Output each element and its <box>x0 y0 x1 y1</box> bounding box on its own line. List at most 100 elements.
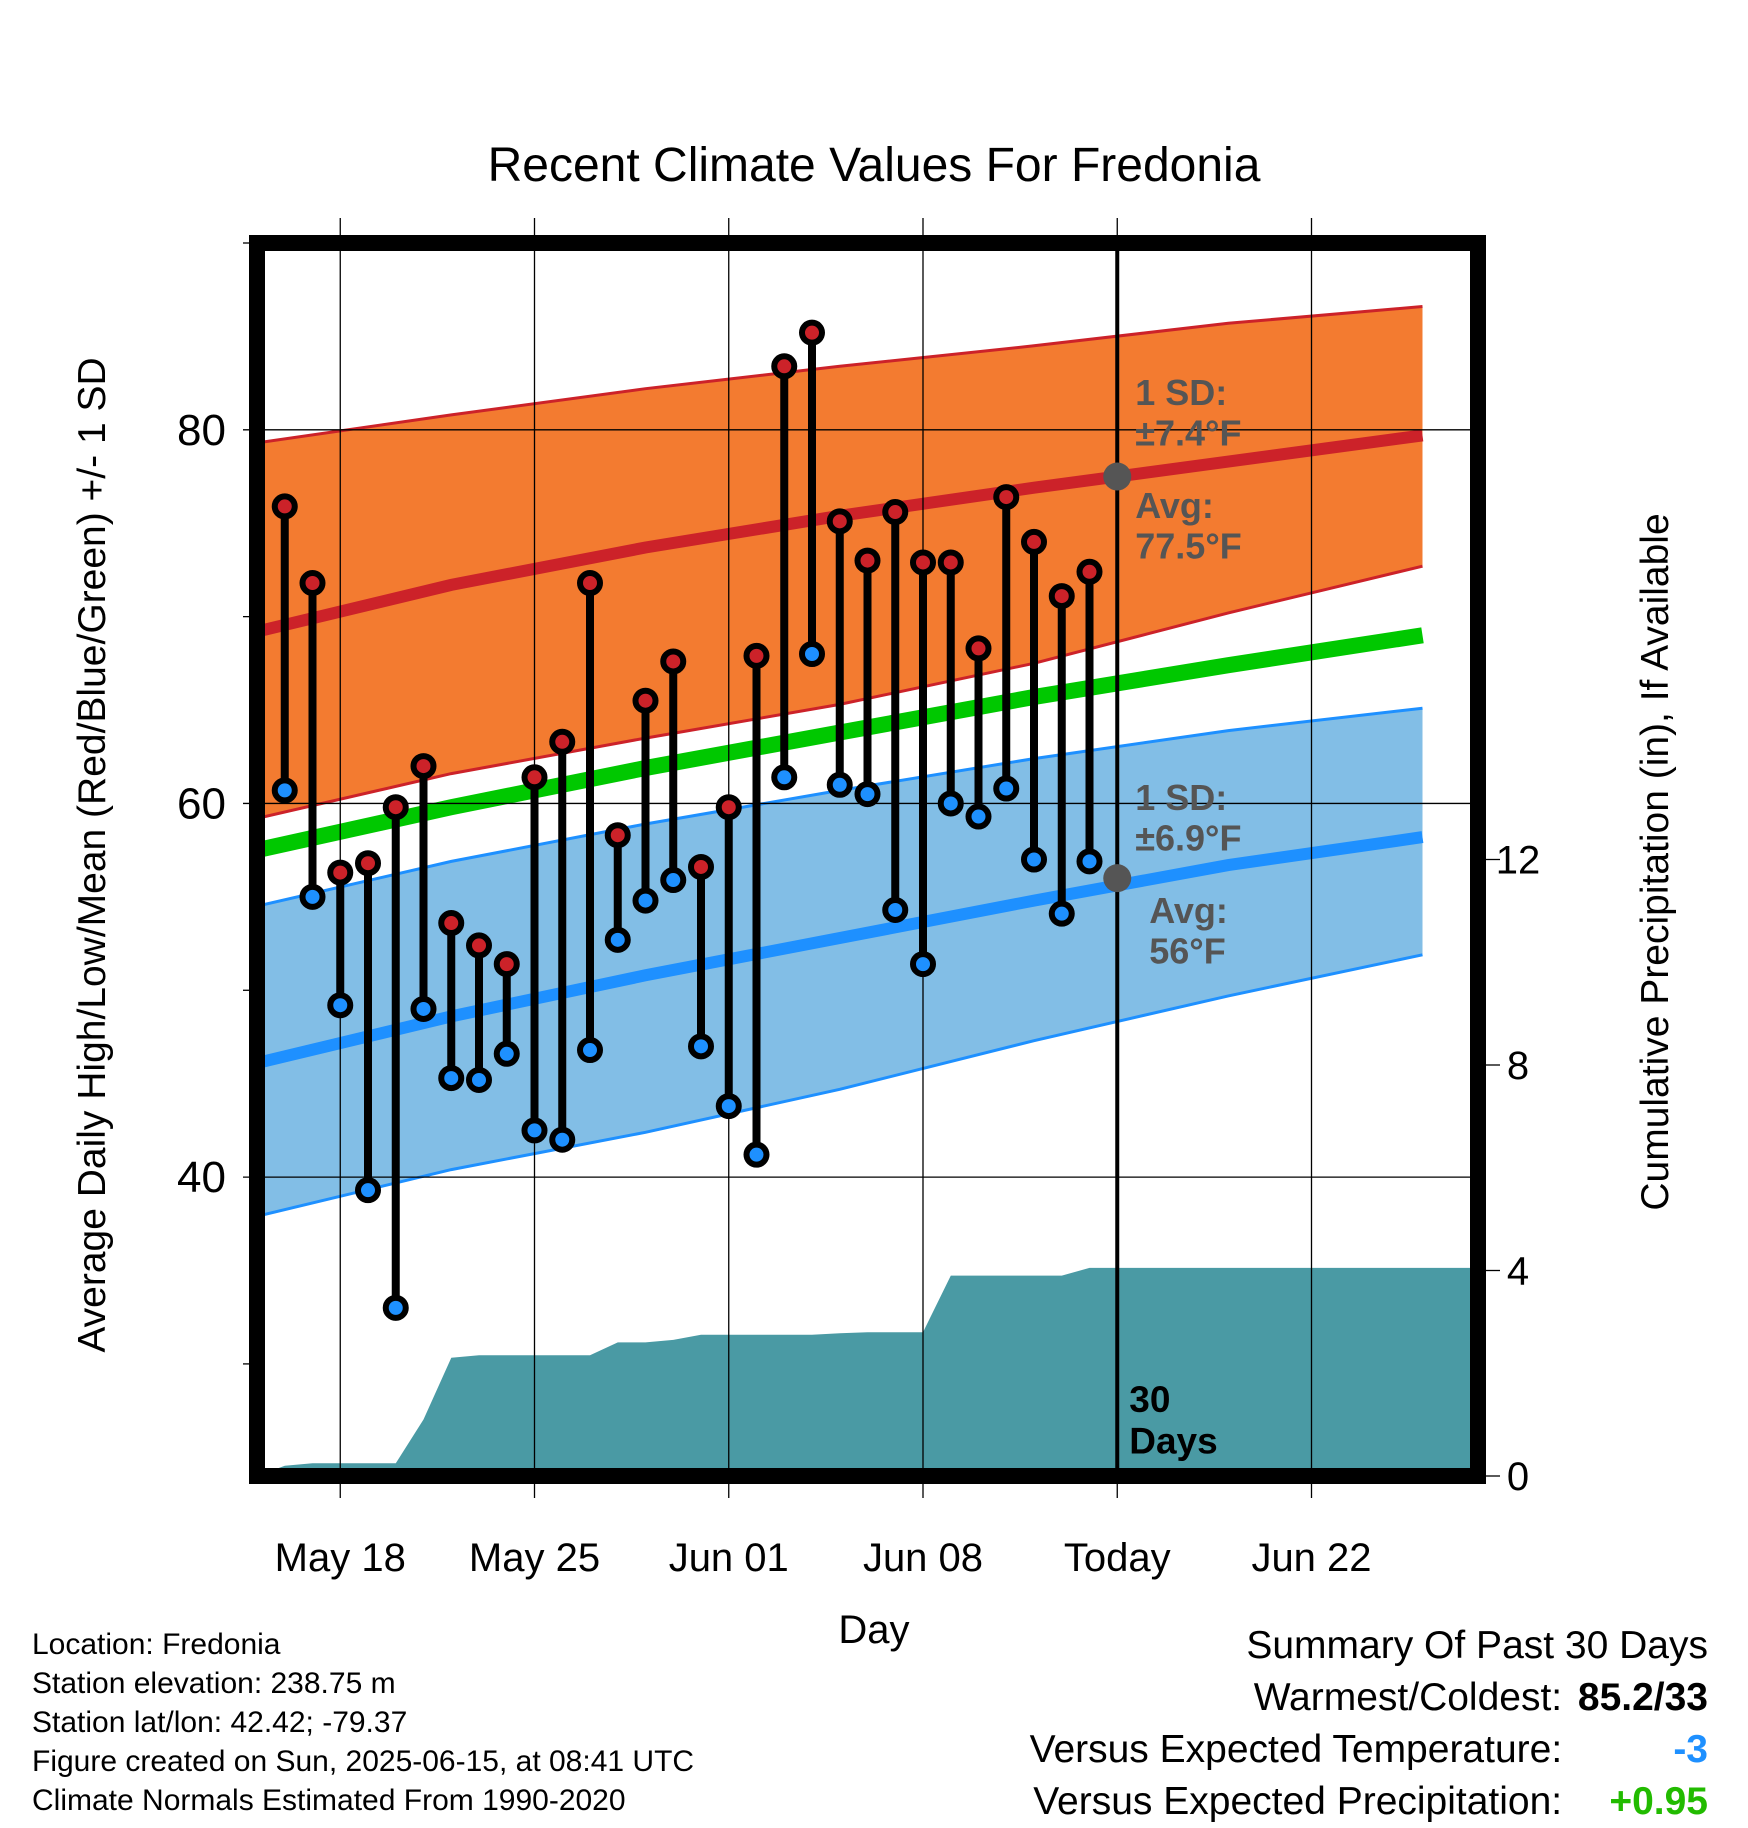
high-upper-line <box>257 305 1423 445</box>
obs-low-point <box>660 867 687 894</box>
obs-high-point <box>715 794 742 821</box>
obs-low-point <box>937 790 964 817</box>
obs-low-point <box>688 1033 714 1060</box>
plot-frame <box>249 235 1486 1484</box>
x-tick-label: Jun 22 <box>1251 1536 1371 1580</box>
obs-low-point <box>466 1066 492 1093</box>
warmest-label: Warmest/Coldest: <box>1253 1676 1563 1719</box>
obs-high-point <box>355 850 381 877</box>
precip-row: Versus Expected Precipitation: +0.95 <box>1030 1776 1708 1828</box>
obs-low-point <box>493 1040 520 1067</box>
high-avg-label-line: Avg: <box>1135 485 1214 526</box>
obs-high-point <box>604 822 631 849</box>
obs-low-point <box>715 1093 742 1120</box>
precip-area <box>257 1267 1478 1476</box>
y-tick-label: 80 <box>177 406 226 455</box>
low-sd-label-line: 1 SD: <box>1135 777 1227 818</box>
obs-low-point <box>771 764 798 791</box>
obs-low-point <box>910 951 936 978</box>
obs-low-point <box>410 995 437 1022</box>
obs-low-point <box>1021 846 1047 873</box>
obs-high-point <box>882 499 909 526</box>
obs-low-point <box>327 992 354 1019</box>
y2-tick-label: 4 <box>1507 1250 1529 1294</box>
high-avg-marker <box>1103 462 1132 491</box>
obs-high-point <box>466 932 492 959</box>
obs-low-point <box>632 887 659 914</box>
obs-high-point <box>799 319 825 346</box>
x-tick-label: May 18 <box>275 1536 406 1580</box>
high-sd-label-line: 1 SD: <box>1135 372 1227 413</box>
low-avg-label-line: Avg: <box>1149 890 1228 931</box>
obs-high-point <box>549 728 576 755</box>
y2-tick-label: 8 <box>1507 1044 1529 1088</box>
summary-title: Summary Of Past 30 Days <box>1246 1624 1708 1667</box>
obs-high-point <box>632 687 659 714</box>
obs-high-point <box>910 549 936 576</box>
obs-high-point <box>993 484 1020 511</box>
obs-high-point <box>965 635 992 662</box>
obs-low-point <box>299 883 326 910</box>
x-tick-label: Jun 01 <box>669 1536 789 1580</box>
obs-high-point <box>299 570 326 597</box>
x-tick-label: Today <box>1064 1536 1171 1580</box>
obs-low-point <box>1048 900 1075 927</box>
low-avg-label-line: 56°F <box>1149 930 1225 971</box>
obs-high-point <box>660 648 687 675</box>
days-label-line: 30 <box>1129 1379 1170 1420</box>
obs-high-point <box>521 764 548 791</box>
temp-value: -3 <box>1673 1728 1708 1771</box>
obs-high-point <box>771 353 798 380</box>
low-sd-label: 1 SD: ±6.9°F <box>1135 777 1241 858</box>
obs-high-point <box>1048 583 1075 610</box>
normals-text: Climate Normals Estimated From 1990-2020 <box>32 1784 626 1817</box>
x-tick-label: May 25 <box>469 1536 600 1580</box>
obs-high-point <box>826 508 853 535</box>
low-sd-label-line: ±6.9°F <box>1135 817 1241 858</box>
y-tick-label: 40 <box>177 1153 226 1202</box>
high-sd-label: 1 SD: ±7.4°F <box>1135 372 1241 453</box>
station-info: Location: Fredonia Station elevation: 23… <box>32 1625 694 1820</box>
days-label-line: Days <box>1129 1420 1217 1461</box>
obs-high-point <box>1076 558 1103 585</box>
obs-low-point <box>882 896 909 923</box>
warmest-row: Warmest/Coldest: 85.2/33 <box>1030 1672 1708 1724</box>
obs-high-point <box>577 570 603 597</box>
obs-low-point <box>604 926 631 953</box>
obs-low-point <box>743 1141 770 1168</box>
precip-label: Versus Expected Precipitation: <box>1033 1780 1563 1823</box>
obs-low-point <box>549 1126 576 1153</box>
chart-title: Recent Climate Values For Fredonia <box>488 139 1261 192</box>
obs-low-point <box>1076 848 1103 875</box>
low-avg-marker <box>1103 864 1132 893</box>
obs-low-point <box>382 1294 409 1321</box>
obs-low-point <box>271 777 298 804</box>
obs-low-point <box>577 1037 603 1064</box>
obs-low-point <box>521 1117 548 1144</box>
obs-low-point <box>438 1065 465 1092</box>
x-tick-label: Jun 08 <box>863 1536 983 1580</box>
temp-row: Versus Expected Temperature: -3 <box>1030 1724 1708 1776</box>
obs-high-point <box>937 549 964 576</box>
created-text: Figure created on Sun, 2025-06-15, at 08… <box>32 1745 695 1778</box>
high-avg-label-line: 77.5°F <box>1135 525 1241 566</box>
latlon-text: Station lat/lon: 42.42; -79.37 <box>32 1706 408 1739</box>
obs-high-point <box>688 853 714 880</box>
temp-label: Versus Expected Temperature: <box>1029 1728 1563 1771</box>
high-avg-label: Avg: 77.5°F <box>1135 485 1241 566</box>
high-sd-label-line: ±7.4°F <box>1135 412 1241 453</box>
obs-low-point <box>826 771 853 798</box>
obs-low-point <box>993 775 1020 802</box>
obs-low-point <box>965 803 992 830</box>
summary-panel: Summary Of Past 30 Days Warmest/Coldest:… <box>1030 1620 1708 1828</box>
x-axis-title: Day <box>838 1608 909 1652</box>
obs-high-point <box>854 547 881 574</box>
obs-high-point <box>1021 528 1047 555</box>
obs-high-point <box>271 493 298 520</box>
y-tick-label: 60 <box>177 779 226 828</box>
low-sd-band <box>257 708 1423 1217</box>
y2-tick-label: 0 <box>1507 1455 1529 1499</box>
plot-inner <box>257 305 1478 1476</box>
